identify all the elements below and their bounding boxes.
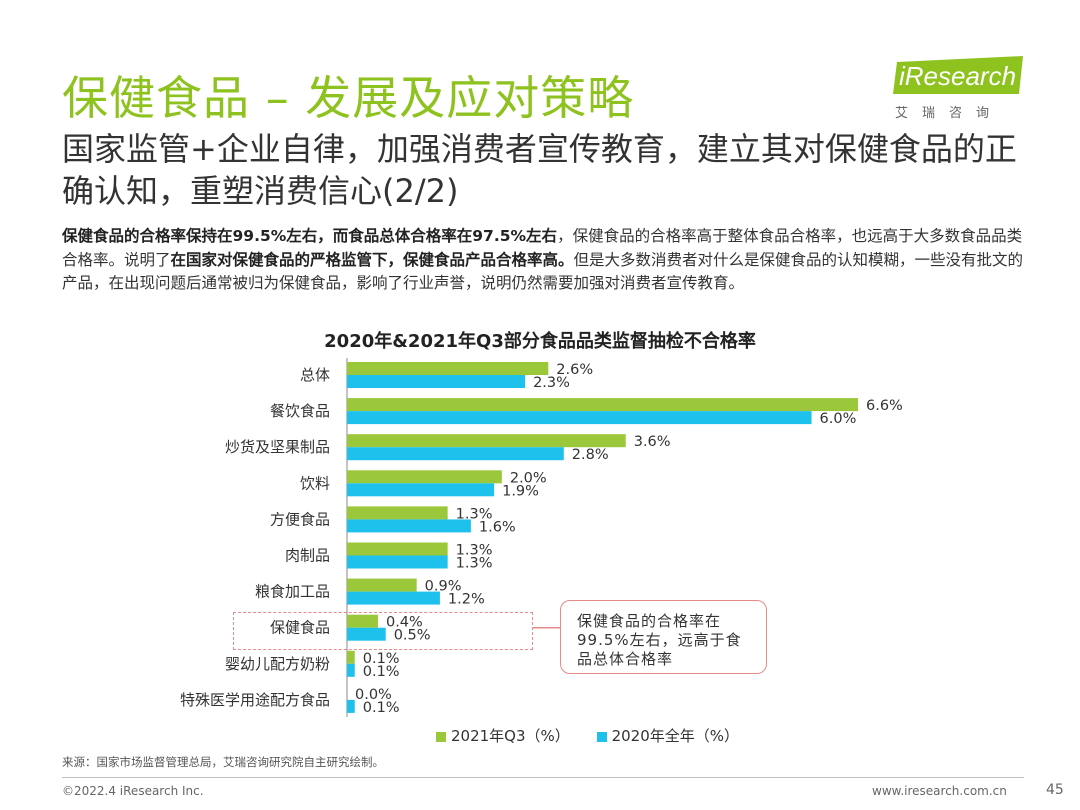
bar-value-label: 0.9%	[425, 579, 462, 595]
bar-2020	[347, 447, 564, 461]
logo-badge-icon	[893, 56, 1023, 94]
bar-2021	[347, 434, 626, 448]
page-number: 45	[1046, 782, 1064, 798]
bar-value-label: 0.1%	[363, 700, 400, 716]
bar-2021	[347, 650, 355, 664]
bar-2020	[347, 375, 526, 388]
category-label: 特殊医学用途配方食品	[180, 691, 330, 709]
bar-2020	[347, 663, 355, 677]
bar-value-label: 1.9%	[502, 483, 539, 499]
bar-2020	[347, 519, 471, 533]
footer-website: www.iresearch.com.cn	[872, 784, 1007, 798]
legend-label-2020: 2020年全年（%）	[611, 727, 739, 745]
bar-2020	[347, 627, 386, 641]
bar-2020	[347, 411, 812, 425]
bar-value-label: 1.3%	[456, 556, 493, 572]
bar-2020	[347, 591, 440, 605]
bar-2021	[347, 398, 858, 412]
category-label: 肉制品	[285, 547, 330, 565]
logo-text: iResearch	[899, 61, 1017, 91]
chart-legend: 2021年Q3（%） 2020年全年（%）	[436, 725, 761, 746]
bar-2020	[347, 699, 355, 713]
bar-value-label: 3.6%	[634, 434, 671, 450]
category-label: 婴幼儿配方奶粉	[225, 655, 330, 673]
footer-divider	[62, 777, 1024, 778]
callout-box: 保健食品的合格率在99.5%左右，远高于食品总体合格率	[560, 600, 767, 674]
bar-value-label: 0.1%	[363, 651, 400, 667]
bar-2020	[347, 555, 448, 569]
category-label: 饮料	[300, 474, 330, 492]
legend-item-2021: 2021年Q3（%）	[436, 725, 570, 746]
iresearch-logo: iResearch 艾瑞咨询	[893, 56, 1025, 121]
bar-2021	[347, 542, 448, 556]
legend-swatch-2020	[596, 731, 607, 742]
description-text-1: ，保健食品的合格率高于整体食品合格率，也远高于大多数食品品类合格率。说明了	[62, 227, 1023, 269]
category-label: 餐饮食品	[270, 402, 330, 420]
bar-value-label: 2.6%	[556, 362, 593, 378]
bar-2021	[347, 506, 448, 520]
category-label: 粮食加工品	[255, 583, 330, 601]
bar-2020	[347, 483, 495, 497]
page-title: 保健食品 – 发展及应对策略	[62, 71, 635, 125]
bar-value-label: 0.5%	[394, 628, 431, 644]
bar-value-label: 0.1%	[363, 664, 400, 680]
bar-value-label: 6.0%	[820, 411, 857, 427]
category-label: 方便食品	[270, 510, 330, 528]
description-paragraph: 保健食品的合格率保持在99.5%左右，而食品总体合格率在97.5%左右，保健食品…	[62, 225, 1027, 296]
page-subtitle: 国家监管+企业自律，加强消费者宣传教育，建立其对保健食品的正确认知，重塑消费信心…	[62, 130, 1017, 210]
legend-label-2021: 2021年Q3（%）	[451, 727, 570, 745]
bar-value-label: 2.0%	[510, 470, 547, 486]
bar-value-label: 1.3%	[456, 506, 493, 522]
legend-item-2020: 2020年全年（%）	[596, 725, 739, 746]
logo-subtext: 艾瑞咨询	[895, 106, 1004, 121]
bar-value-label: 2.8%	[572, 447, 609, 463]
description-bold-1: 保健食品的合格率保持在99.5%左右，而食品总体合格率在97.5%左右	[62, 227, 558, 245]
legend-swatch-2021	[436, 731, 446, 742]
bar-2021	[347, 578, 417, 592]
bar-value-label: 2.3%	[533, 375, 570, 391]
bar-2021	[347, 470, 502, 484]
bar-value-label: 1.6%	[479, 519, 516, 535]
bar-value-label: 1.2%	[448, 592, 485, 608]
footer-copyright: ©2022.4 iResearch Inc.	[62, 784, 204, 798]
bar-2021	[347, 362, 549, 375]
description-text-2: 但是大多数消费者对什么是保健食品的认知模糊，一些没有批文的产品，在出现问题后通常…	[62, 250, 1024, 293]
category-label: 保健食品	[270, 619, 330, 637]
category-label: 总体	[300, 366, 330, 384]
source-note: 来源：国家市场监督管理总局，艾瑞咨询研究院自主研究绘制。	[62, 755, 384, 769]
bar-value-label: 6.6%	[866, 398, 903, 414]
highlight-dashed-box	[233, 612, 533, 650]
callout-text: 保健食品的合格率在99.5%左右，远高于食品总体合格率	[577, 612, 742, 668]
description-bold-2: 在国家对保健食品的严格监管下，保健食品产品合格率高。	[170, 250, 574, 269]
chart-title: 2020年&2021年Q3部分食品品类监督抽检不合格率	[324, 331, 756, 352]
bar-value-label: 0.4%	[386, 615, 423, 631]
bar-value-label: 0.0%	[355, 687, 392, 703]
category-label: 炒货及坚果制品	[225, 438, 330, 456]
bar-2021	[347, 614, 378, 628]
bar-value-label: 1.3%	[456, 543, 493, 559]
